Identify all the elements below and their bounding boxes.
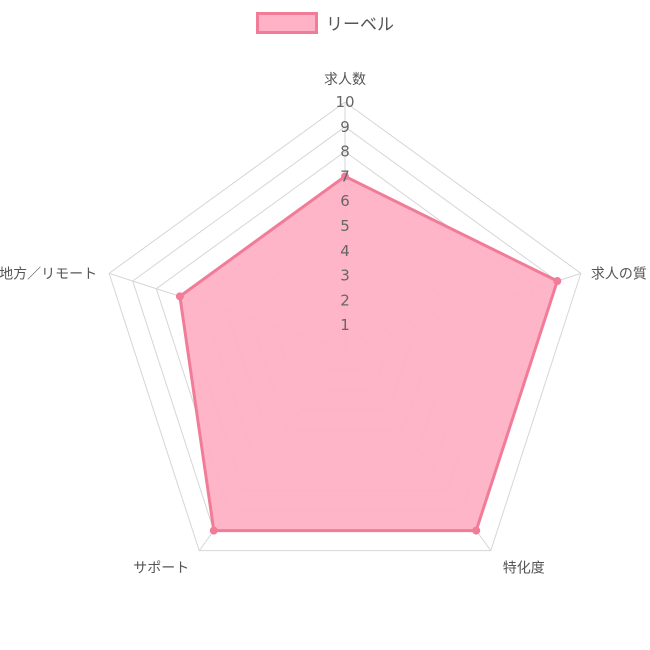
tick-label-5: 5 <box>340 217 350 235</box>
legend-swatch <box>256 11 318 34</box>
tick-label-7: 7 <box>340 167 350 185</box>
category-label-5: 地方／リモート <box>0 266 97 282</box>
data-point-2 <box>553 277 562 286</box>
legend[interactable]: リーベル <box>0 10 650 35</box>
category-label-2: 求人の質 <box>591 266 647 282</box>
tick-label-8: 8 <box>340 143 350 161</box>
tick-label-6: 6 <box>340 192 350 210</box>
data-point-5 <box>175 292 184 301</box>
data-point-1 <box>341 172 349 181</box>
data-point-3 <box>472 526 481 535</box>
category-label-1: 求人数 <box>324 72 366 88</box>
tick-label-1: 1 <box>340 316 350 334</box>
tick-label-9: 9 <box>340 118 350 136</box>
data-point-4 <box>209 526 218 535</box>
tick-label-3: 3 <box>340 267 350 285</box>
tick-label-4: 4 <box>340 242 350 260</box>
legend-label: リーベル <box>326 15 394 35</box>
grid-ring-10 <box>108 101 582 552</box>
category-label-3: 特化度 <box>503 561 545 577</box>
tick-label-2: 2 <box>340 291 350 309</box>
tick-label-10: 10 <box>335 93 354 111</box>
category-label-4: サポート <box>133 561 189 577</box>
series-area-1 <box>178 174 559 533</box>
